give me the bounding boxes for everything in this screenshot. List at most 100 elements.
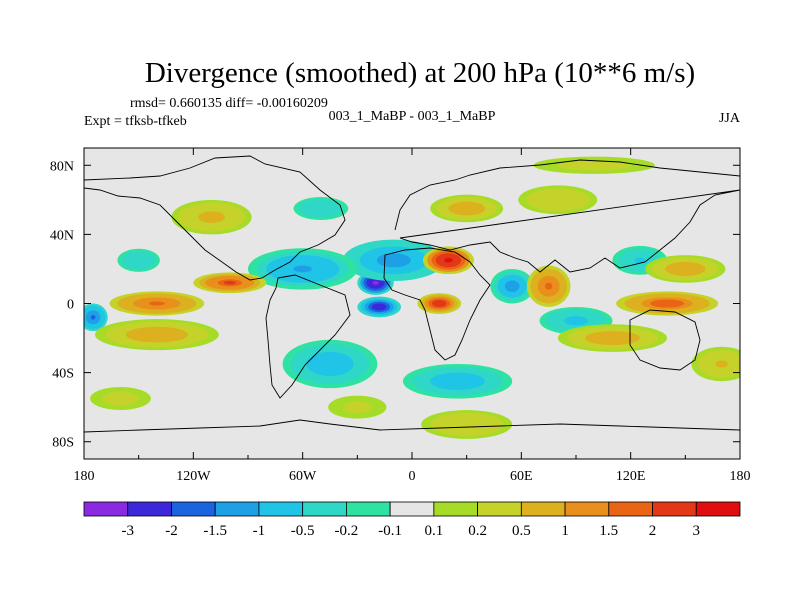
colorbar-swatch [433, 501, 479, 517]
y-tick-label: 40N [50, 228, 74, 243]
divergence-contour-band [634, 257, 646, 264]
divergence-feature [328, 395, 387, 419]
divergence-contour-band [146, 332, 168, 338]
divergence-contour-band [444, 258, 453, 263]
colorbar-level-label: -2 [165, 523, 178, 539]
divergence-feature [109, 291, 205, 316]
colorbar-level-label: 3 [693, 523, 701, 539]
stats-line: rmsd= 0.660135 diff= -0.00160209 [130, 96, 328, 111]
divergence-contour-band [457, 421, 476, 428]
colorbar-level-label: 1.5 [599, 523, 618, 539]
colorbar-swatch [608, 501, 653, 517]
colorbar-level-label: 0.2 [468, 523, 487, 539]
divergence-feature [430, 194, 504, 223]
coastline-africa [383, 247, 491, 361]
divergence-feature [247, 248, 358, 290]
colorbar-swatch [127, 501, 172, 517]
divergence-field [84, 156, 740, 439]
colorbar-swatch [652, 501, 697, 517]
colorbar-swatch [214, 501, 260, 517]
divergence-contour-band [715, 360, 728, 368]
divergence-contour-band [350, 404, 365, 411]
divergence-contour-band [204, 214, 219, 220]
colorbar-level-label: -0.2 [335, 523, 359, 539]
divergence-feature [282, 339, 378, 389]
colorbar-level-label: 1 [561, 523, 569, 539]
colorbar-level-label: 2 [649, 523, 657, 539]
y-tick-label: 80N [50, 159, 74, 174]
divergence-feature [557, 324, 668, 352]
colorbar-swatch [389, 501, 435, 517]
divergence-contour-band [114, 396, 127, 401]
divergence-contour-band [603, 335, 622, 341]
divergence-feature [691, 346, 740, 382]
y-tick-label: 80S [52, 436, 74, 451]
divergence-feature [90, 387, 151, 411]
colorbar-swatch [564, 501, 610, 517]
divergence-contour-band [508, 283, 516, 290]
divergence-contour-band [448, 378, 467, 385]
coastline-australia [629, 309, 701, 371]
divergence-contour-band [549, 196, 566, 203]
divergence-contour-band [375, 305, 383, 309]
coastline-north-america [84, 155, 346, 281]
divergence-feature [490, 268, 535, 304]
divergence-contour-band [322, 359, 338, 369]
divergence-feature [421, 410, 513, 439]
x-tick-label: 60W [289, 469, 317, 484]
colorbar-level-label: 0.5 [512, 523, 531, 539]
divergence-feature [518, 185, 598, 215]
divergence-contour-band [569, 318, 583, 324]
divergence-contour-band [582, 163, 607, 168]
divergence-feature [645, 255, 726, 283]
divergence-contour-band [372, 280, 379, 285]
divergence-feature [342, 239, 445, 282]
divergence-contour-band [435, 301, 443, 306]
divergence-contour-band [315, 206, 327, 211]
colorbar-level-label: -1.5 [203, 523, 227, 539]
y-tick-label: 40S [52, 367, 74, 382]
divergence-contour-band [385, 256, 403, 264]
experiment-label: Expt = tfksb-tfkeb [84, 114, 187, 129]
season-label: JJA [719, 111, 741, 126]
divergence-feature [94, 319, 219, 351]
chart-title: Divergence (smoothed) at 200 hPa (10**6 … [145, 57, 695, 89]
divergence-feature [417, 293, 462, 314]
x-tick-label: 120W [176, 469, 211, 484]
colorbar-swatch [302, 501, 347, 517]
divergence-feature [402, 363, 513, 399]
coastline-outline [84, 155, 740, 433]
x-tick-label: 120E [616, 469, 646, 484]
y-axis: 80N 40N 0 40S 80S [50, 159, 740, 451]
divergence-feature [171, 199, 252, 235]
colorbar-swatch [695, 501, 741, 517]
x-tick-label: 180 [74, 469, 95, 484]
x-tick-label: 0 [409, 469, 416, 484]
divergence-feature [526, 265, 571, 307]
plot-area [84, 148, 740, 459]
colorbar-swatch [83, 501, 129, 517]
divergence-contour-band [545, 282, 553, 290]
divergence-contour-band [90, 315, 96, 320]
divergence-contour-band [293, 265, 312, 273]
colorbar-level-label: -0.5 [291, 523, 315, 539]
divergence-contour-band [678, 266, 693, 272]
coastline-eurasia [394, 159, 740, 273]
colorbar-level-label: 0.1 [424, 523, 443, 539]
divergence-contour-band [223, 281, 236, 285]
colorbar: -3 -2 -1.5 -1 -0.5 -0.2 -0.1 0.1 0.2 0.5 1 1.5 2 3 [83, 501, 741, 539]
coastline-antarctica [84, 419, 740, 433]
coastline-south-america [265, 274, 351, 399]
divergence-contour-band [460, 206, 473, 211]
divergence-feature [193, 272, 267, 294]
divergence-feature [84, 303, 108, 332]
y-tick-label: 0 [67, 298, 74, 313]
x-tick-label: 60E [510, 469, 533, 484]
divergence-feature [616, 291, 719, 316]
colorbar-level-label: -3 [121, 523, 134, 539]
colorbar-swatch [520, 501, 566, 517]
divergence-contour-band [148, 301, 165, 306]
divergence-feature [293, 196, 349, 220]
colorbar-level-label: -0.1 [378, 523, 402, 539]
